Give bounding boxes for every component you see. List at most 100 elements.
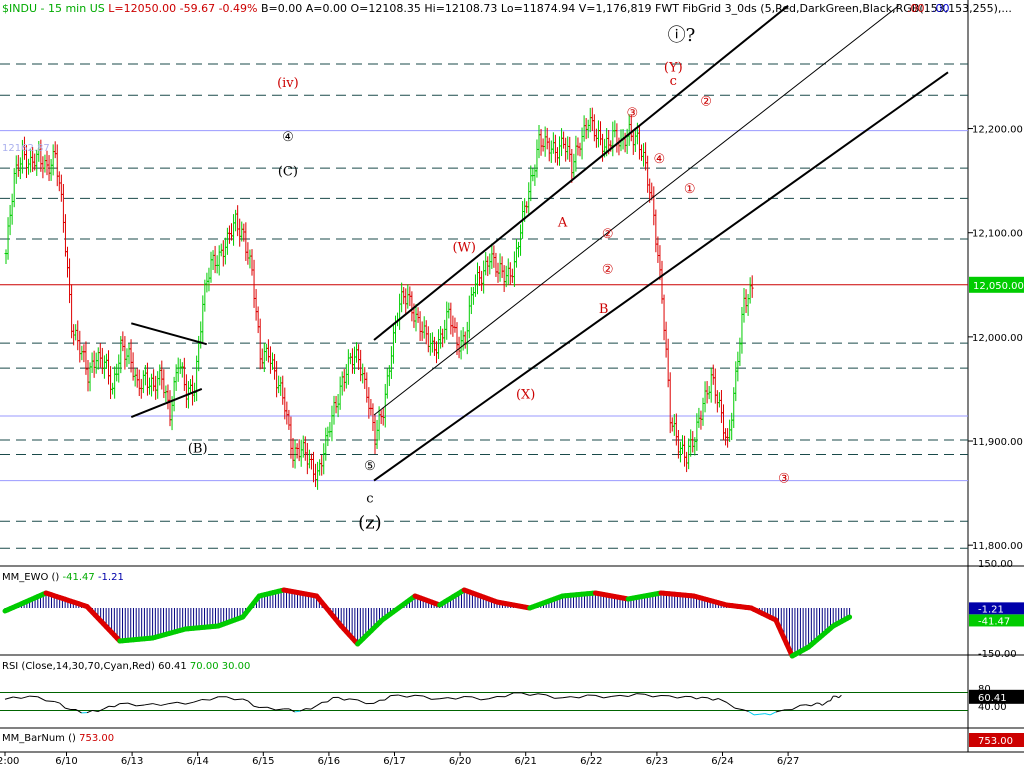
barnum-badge-label: 753.00 [978,736,1013,747]
rsi-line-segment [690,696,697,700]
wave-label: ⑤ [364,459,376,474]
rsi-line-segment [152,703,161,706]
rsi-line-segment [718,698,727,703]
rsi-line-segment [827,700,831,702]
rsi-line-segment [759,713,765,715]
time-tick-label: 6/16 [318,756,340,767]
ewo-header: MM_EWO () -41.47 -1.21 [2,572,124,583]
rsi-line-segment [86,709,93,714]
wave-label: c [670,74,677,89]
barnum-badge [969,733,1024,747]
ewo-value-2: -1.21 [98,572,124,583]
rsi-level-high: 70.00 [190,661,219,672]
rsi-line-segment [390,694,399,697]
rsi-badge-label: 60.41 [978,693,1007,704]
rsi-line-segment [562,696,571,699]
rsi-line-segment [4,696,14,700]
rsi-line-segment [384,695,391,701]
channel-line[interactable] [373,71,949,482]
triangle-line[interactable] [131,322,207,346]
time-tick-label: 6/24 [711,756,733,767]
header-symbol: $INDU [2,2,37,15]
rsi-line-segment [119,702,129,705]
rsi-line-segment [707,697,714,701]
header-bid: B=0.00 [261,2,302,15]
rsi-line-segment [652,694,662,698]
wave-label: ④ [282,130,294,145]
rsi-line-segment [136,704,145,707]
rsi-line-segment [373,699,380,704]
rsi-line-segment [439,697,448,700]
header-volume: V=1,176,819 [579,2,652,15]
rsi-line-segment [65,707,71,711]
rsi-line-segment [177,701,186,705]
wave-label: (W) [452,240,476,255]
header-high: Hi=12108.73 [424,2,497,15]
ewo-badge-2-label: -41.47 [978,616,1010,627]
header-last: L=12050.00 [108,2,176,15]
wave-label: (X) [516,387,535,402]
rsi-value: 60.41 [158,661,187,672]
channel-line[interactable] [373,5,900,416]
rsi-line-segment [13,696,22,699]
header-open: O=12108.35 [351,2,421,15]
price-tick-label: 12,200.00 [972,125,1023,136]
ewo-panel: 150.00-150.00-1.21-41.47 [2,559,1024,660]
rsi-line-segment [570,696,580,699]
wave-label: ④ [654,152,666,167]
rsi-line-segment [97,708,104,713]
header-ask: A=0.00 [306,2,347,15]
time-tick-label: 6/14 [186,756,208,767]
fib-grid [0,63,968,549]
wave-label: c [366,491,373,506]
ewo-value-1: -41.47 [63,572,95,583]
price-tick-label: 11,900.00 [972,437,1023,448]
triangle-line[interactable] [130,388,203,418]
rsi-line-segment [242,698,249,702]
rsi-line-segment [805,704,812,707]
header-interval: 15 min [48,2,86,15]
rsi-line-segment [824,700,829,704]
last-price-badge [969,276,1024,293]
rsi-line-segment [144,703,153,706]
price-bars [4,107,754,490]
rsi-line-segment [431,698,440,700]
rsi-line-segment [770,711,777,716]
wave-label: ③ [778,472,790,487]
wave-label: ③ [626,106,638,121]
rsi-line-segment [644,693,653,698]
rsi-header: RSI (Close,14,30,70,Cyan,Red) 60.41 70.0… [2,661,250,672]
rsi-line-segment [103,705,110,710]
rsi-line-segment [209,696,219,701]
rsi-line-segment [398,694,407,698]
ewo-badge-2 [969,614,1024,627]
price-tick-label: 11,800.00 [972,541,1023,552]
header-study-value-2: .00 [932,2,950,15]
rsi-line-segment [835,695,839,699]
last-price-badge-label: 12,050.00 [973,281,1024,292]
ewo-badge-1-label: -1.21 [978,604,1004,615]
wave-label: (z) [358,513,382,534]
rsi-line-segment [529,693,539,696]
wave-label: (Y) [664,60,683,75]
rsi-line-segment [201,699,211,701]
rsi-line-segment [267,706,276,711]
rsi-line-segment [838,694,842,699]
time-tick-label: 6/27 [777,756,799,767]
rsi-line-segment [127,702,137,707]
rsi-line-segment [726,701,736,709]
channel-line[interactable] [373,4,789,341]
rsi-line-segment [472,696,481,701]
header-change-pct: -0.49% [219,2,258,15]
time-tick-label: 6/21 [514,756,536,767]
barnum-header: MM_BarNum () 753.00 [2,733,114,744]
rsi-line-segment [247,700,255,707]
rsi-line-segment [742,709,749,712]
chart-header: $INDU - 15 min US L=12050.00 -59.67 -0.4… [2,2,1012,15]
rsi-line-segment [406,694,416,698]
rsi-line-segment [603,695,612,699]
time-tick-label: 6/13 [121,756,143,767]
